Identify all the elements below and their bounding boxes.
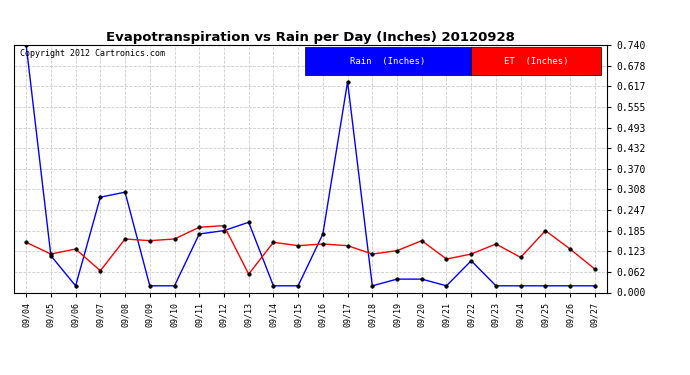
FancyBboxPatch shape <box>304 48 471 75</box>
Text: Copyright 2012 Cartronics.com: Copyright 2012 Cartronics.com <box>20 49 165 58</box>
Text: Rain  (Inches): Rain (Inches) <box>350 57 425 66</box>
Text: ET  (Inches): ET (Inches) <box>504 57 569 66</box>
FancyBboxPatch shape <box>471 48 601 75</box>
Title: Evapotranspiration vs Rain per Day (Inches) 20120928: Evapotranspiration vs Rain per Day (Inch… <box>106 31 515 44</box>
